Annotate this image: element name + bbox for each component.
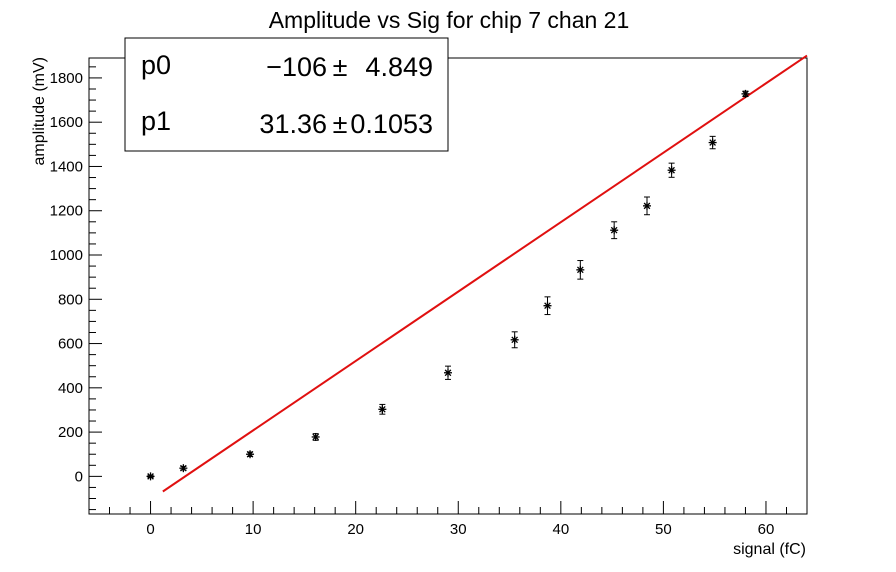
y-tick-label: 200 [58, 424, 83, 441]
y-tick-label: 800 [58, 291, 83, 308]
data-point [311, 432, 320, 441]
stat-value-p0: −106 [266, 52, 327, 82]
marker-stroke [444, 369, 452, 377]
fit-line [162, 54, 808, 493]
stat-error-p1: 0.1053 [350, 109, 433, 139]
y-tick-label: 600 [58, 336, 83, 353]
data-point [246, 450, 255, 459]
y-tick-label: 1800 [50, 70, 83, 87]
stat-value-p1: 31.36 [259, 109, 327, 139]
y-tick-label: 1000 [50, 247, 83, 264]
y-tick-label: 1200 [50, 203, 83, 220]
marker-stroke [610, 226, 618, 234]
data-point [179, 464, 188, 473]
points-layer [146, 89, 750, 481]
x-axis: 0 10 20 30 40 50 60 [88, 501, 808, 538]
x-axis-title: signal (fC) [733, 541, 806, 558]
x-tick-label: 0 [146, 521, 154, 538]
data-point [708, 135, 717, 150]
fit-layer [162, 54, 808, 493]
marker-stroke [576, 266, 584, 274]
data-point [642, 196, 651, 216]
chart-title: Amplitude vs Sig for chip 7 chan 21 [269, 7, 630, 33]
marker-stroke [709, 139, 716, 146]
stats-box-frame [124, 37, 449, 152]
y-tick-label: 1400 [50, 158, 83, 175]
marker-stroke [643, 202, 651, 210]
x-tick-label: 30 [450, 521, 467, 538]
marker-stroke [544, 302, 551, 310]
stats-box: p0 −106 ± 4.849 p1 31.36 ± 0.1053 [124, 37, 449, 152]
marker-stroke [312, 433, 320, 441]
y-tick-label: 1600 [50, 114, 83, 131]
data-point [576, 260, 585, 280]
x-tick-label: 50 [655, 521, 672, 538]
data-point [610, 221, 619, 240]
x-tick-label: 10 [245, 521, 262, 538]
x-tick-label: 40 [552, 521, 569, 538]
stat-pm-p1: ± [333, 109, 348, 139]
marker-stroke [147, 473, 154, 480]
marker-stroke [742, 90, 749, 98]
data-point [667, 162, 676, 178]
data-point [543, 296, 552, 316]
stat-name-p0: p0 [141, 50, 171, 80]
data-point [378, 403, 387, 415]
stat-pm-p0: ± [333, 52, 348, 82]
x-tick-label: 20 [347, 521, 364, 538]
y-tick-label: 0 [75, 468, 83, 485]
marker-stroke [668, 166, 675, 174]
x-tick-label: 60 [758, 521, 775, 538]
y-axis-title: amplitude (mV) [31, 57, 48, 165]
data-point [444, 365, 452, 380]
marker-stroke [379, 405, 386, 413]
marker-stroke [180, 464, 187, 472]
stat-name-p1: p1 [141, 106, 171, 136]
y-axis: 0 200 400 600 800 1000 1200 1400 1600 1800 [50, 66, 102, 511]
marker-stroke [511, 336, 519, 344]
stat-error-p0: 4.849 [365, 52, 433, 82]
marker-stroke [246, 450, 254, 458]
data-point [741, 89, 750, 98]
y-tick-label: 400 [58, 380, 83, 397]
data-point [510, 331, 519, 349]
data-point [146, 472, 155, 481]
